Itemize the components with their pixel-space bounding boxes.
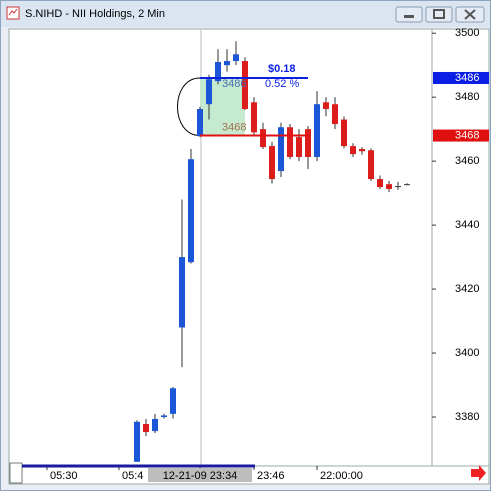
candle-body (170, 388, 176, 414)
price-axis (431, 28, 490, 467)
candle-body (161, 415, 167, 418)
x-tick-label: 05:30 (50, 470, 78, 482)
candle-body (233, 54, 239, 62)
candle-body (215, 61, 221, 82)
window-title: S.NIHD - NII Holdings, 2 Min (25, 8, 165, 20)
y-tick-label: 3420 (455, 283, 479, 295)
price-badge-label: 3486 (455, 72, 479, 84)
candle-body (404, 184, 410, 186)
candle-body (188, 159, 194, 263)
candle-body (251, 102, 257, 133)
price-badge (433, 129, 489, 142)
candle-body (350, 146, 356, 155)
candle-body (296, 137, 302, 157)
candle-body (179, 257, 185, 328)
candle-body (278, 127, 284, 172)
candle-body (323, 102, 329, 110)
y-tick-label: 3500 (455, 27, 479, 39)
measure-change: $0.18 (268, 63, 296, 75)
x-tick-label: 12-21-09 23:34 (163, 470, 238, 482)
minimize-glyph (404, 15, 414, 18)
y-tick-label: 3380 (455, 411, 479, 423)
candle-body (287, 127, 293, 157)
candle-body (206, 79, 212, 105)
y-tick-label: 3480 (455, 91, 479, 103)
measure-percent: 0.52 % (265, 78, 299, 90)
maximize-glyph (433, 9, 445, 19)
candle-body (143, 424, 149, 433)
maximize-button[interactable] (425, 6, 453, 23)
candle-body (242, 61, 248, 110)
y-tick-label: 3400 (455, 347, 479, 359)
candle-body (377, 179, 383, 188)
candle-body (305, 129, 311, 157)
candle-body (359, 148, 365, 152)
candle-body (386, 184, 392, 189)
candle-body (224, 61, 230, 66)
price-badge-label: 3468 (455, 129, 479, 141)
candle-body (197, 109, 203, 137)
y-tick-label: 3440 (455, 219, 479, 231)
measure-bracket (177, 77, 201, 137)
app-icon (6, 6, 20, 20)
measure-start-label: 3468 (222, 121, 246, 133)
candle-body (332, 104, 338, 125)
candle-body (152, 418, 158, 432)
app-icon-glyph (8, 8, 18, 16)
x-tick-label: 05:4 (122, 470, 143, 482)
scroll-right-arrow[interactable] (471, 465, 486, 481)
chart-layer: 3380 3400 3420 3440 3460 3480 3500 05:30 05:4 12-… (22, 27, 489, 482)
candle-body (134, 421, 140, 462)
crosshair-time-box (148, 468, 252, 482)
x-tick-label: 23:46 (257, 470, 285, 482)
candle-body (260, 129, 266, 148)
candle-body (395, 186, 401, 188)
price-badge (433, 71, 489, 84)
minimize-button[interactable] (395, 6, 423, 23)
candle-body (314, 104, 320, 157)
measure-end-label: 3486 (222, 78, 246, 90)
scroll-box[interactable] (9, 462, 23, 484)
y-tick-label: 3460 (455, 155, 479, 167)
close-glyph (464, 9, 476, 20)
x-tick-label: 22:00:00 (320, 470, 363, 482)
candle-body (368, 150, 374, 180)
candle-body (269, 146, 275, 180)
candle-body (341, 119, 347, 147)
